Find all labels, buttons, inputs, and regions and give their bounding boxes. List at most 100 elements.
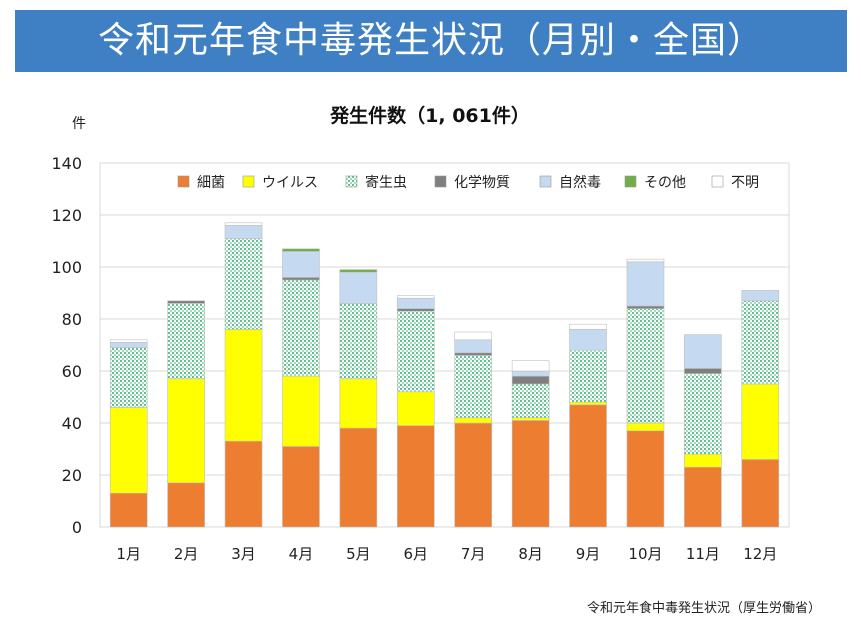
bar-segment	[511, 383, 550, 419]
bar-segment	[626, 422, 665, 432]
legend-label: 細菌	[197, 175, 225, 191]
x-tick-label: 6月	[404, 545, 429, 563]
bar-segment	[109, 347, 148, 408]
bar-segment	[454, 339, 493, 354]
bar-segment	[684, 373, 722, 455]
bar-segment	[741, 290, 780, 302]
bar-segment	[339, 303, 378, 380]
bar-segment	[109, 339, 148, 343]
bar-segment	[511, 417, 550, 421]
bar-segment	[339, 378, 378, 429]
bar-segment	[396, 391, 435, 426]
x-tick-label: 11月	[686, 545, 720, 563]
bar-segment	[511, 370, 550, 377]
y-tick-label: 0	[72, 518, 82, 537]
x-tick-label: 8月	[518, 545, 543, 563]
legend-swatch	[539, 175, 552, 188]
legend-swatch	[177, 175, 190, 188]
bar-segment	[511, 420, 550, 528]
bar-segment	[626, 305, 665, 309]
y-axis-label: 件	[72, 116, 86, 132]
bar-segment	[626, 258, 665, 263]
bar-segment	[741, 300, 780, 385]
plot-area	[99, 162, 790, 528]
bar-segment	[454, 417, 493, 424]
bar-segment	[454, 352, 493, 356]
y-tick-label: 60	[62, 362, 82, 381]
bar-segment	[224, 225, 263, 239]
bar-segment	[569, 329, 607, 351]
legend-label: 自然毒	[559, 174, 601, 191]
source-note: 令和元年食中毒発生状況（厚生労働省）	[586, 601, 821, 616]
legend-label: 寄生虫	[365, 174, 407, 191]
legend-label: 不明	[731, 175, 759, 191]
bar-segment	[167, 303, 205, 380]
bar-segment	[109, 407, 148, 494]
bar-segment	[626, 261, 665, 307]
bar-segment	[454, 331, 493, 341]
bar-segment	[684, 453, 722, 468]
page-title: 令和元年食中毒発生状況（月別・全国）	[15, 10, 847, 72]
x-tick-label: 5月	[346, 545, 371, 563]
x-tick-label: 4月	[289, 545, 314, 563]
y-tick-label: 100	[51, 258, 82, 277]
x-tick-label: 2月	[174, 545, 199, 563]
bar-segment	[282, 277, 320, 281]
bar-segment	[282, 279, 320, 377]
bar-segment	[224, 222, 263, 226]
bar-segment	[396, 308, 435, 312]
x-tick-label: 1月	[116, 545, 141, 563]
bar-segment	[167, 482, 205, 528]
bar-segment	[684, 466, 722, 528]
bar-segment	[396, 297, 435, 309]
x-tick-label: 10月	[628, 545, 662, 563]
bar-segment	[569, 323, 607, 330]
bar-segment	[454, 422, 493, 528]
bar-segment	[109, 492, 148, 528]
bar-segment	[224, 238, 263, 330]
bar-segment	[167, 378, 205, 484]
legend-label: ウイルス	[262, 175, 318, 191]
x-tick-label: 12月	[743, 545, 777, 563]
bar-segment	[339, 269, 378, 273]
bar-segment	[511, 375, 550, 385]
y-tick-label: 80	[62, 310, 82, 329]
bar-segment	[282, 375, 320, 447]
bar-segment	[396, 295, 435, 299]
bar-segment	[339, 427, 378, 528]
bar-segment	[167, 300, 205, 304]
legend-swatch	[624, 175, 637, 188]
bar-segment	[569, 349, 607, 403]
legend-label: 化学物質	[454, 175, 510, 191]
bar-segment	[396, 310, 435, 393]
bar-segment	[741, 383, 780, 460]
x-tick-label: 7月	[461, 545, 486, 563]
bar-segment	[109, 342, 148, 348]
bar-segment	[569, 401, 607, 406]
bar-segment	[684, 334, 722, 369]
bar-segment	[282, 248, 320, 252]
legend-swatch	[242, 175, 255, 188]
bar-segment	[626, 308, 665, 424]
y-tick-label: 140	[51, 154, 82, 173]
bar-segment	[454, 355, 493, 419]
legend-swatch	[711, 175, 724, 188]
bar-segment	[684, 368, 722, 374]
y-tick-label: 20	[62, 466, 82, 485]
bar-segment	[396, 425, 435, 528]
x-tick-label: 3月	[231, 545, 256, 563]
chart-title: 発生件数（1, 061件）	[329, 104, 530, 127]
y-tick-label: 120	[51, 206, 82, 225]
legend-swatch	[434, 175, 447, 188]
bar-segment	[224, 329, 263, 442]
bar-segment	[282, 251, 320, 278]
bar-segment	[741, 459, 780, 528]
y-tick-label: 40	[62, 414, 82, 433]
legend-label: その他	[644, 175, 686, 191]
legend-swatch	[345, 175, 358, 188]
x-tick-label: 9月	[576, 545, 601, 563]
bar-segment	[626, 430, 665, 528]
bar-segment	[339, 271, 378, 304]
bar-segment	[282, 446, 320, 528]
